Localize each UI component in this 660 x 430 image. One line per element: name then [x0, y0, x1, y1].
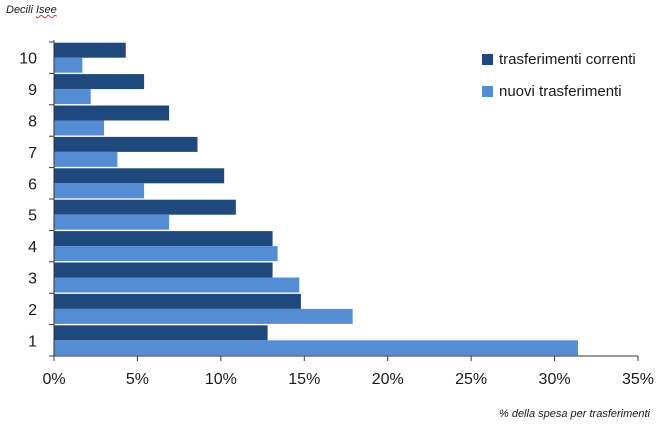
bar-trasferimenti-correnti-decile-1	[54, 325, 268, 341]
bar-nuovi-trasferimenti-decile-9	[54, 89, 91, 105]
legend-swatch-nuovi-trasferimenti	[482, 85, 493, 97]
bar-nuovi-trasferimenti-decile-6	[54, 183, 145, 199]
bar-trasferimenti-correnti-decile-2	[54, 293, 301, 309]
y-tick-label-3: 3	[28, 271, 37, 288]
bar-trasferimenti-correnti-decile-3	[54, 262, 273, 278]
bar-nuovi-trasferimenti-decile-8	[54, 120, 105, 136]
y-axis-title: Decili Isee	[6, 4, 57, 16]
y-tick-label-8: 8	[28, 114, 37, 131]
bar-trasferimenti-correnti-decile-9	[54, 74, 145, 90]
y-tick-label-4: 4	[28, 239, 37, 256]
x-tick-label-10pct: 10%	[205, 371, 237, 388]
x-tick-label-30pct: 30%	[539, 371, 571, 388]
legend-item-nuovi-trasferimenti: nuovi trasferimenti	[482, 80, 636, 102]
x-axis-title: % della spesa per trasferimenti	[498, 408, 650, 420]
bar-trasferimenti-correnti-decile-6	[54, 168, 225, 184]
y-tick-label-10: 10	[19, 51, 37, 68]
y-tick-label-7: 7	[28, 145, 37, 162]
x-tick-label-25pct: 25%	[455, 371, 487, 388]
bar-nuovi-trasferimenti-decile-2	[54, 308, 353, 324]
legend-label-trasferimenti-correnti: trasferimenti correnti	[499, 50, 636, 68]
bar-nuovi-trasferimenti-decile-1	[54, 340, 578, 356]
y-tick-label-5: 5	[28, 208, 37, 225]
x-tick-label-20pct: 20%	[372, 371, 404, 388]
bar-trasferimenti-correnti-decile-7	[54, 136, 198, 152]
legend-item-trasferimenti-correnti: trasferimenti correnti	[482, 48, 636, 70]
legend-label-nuovi-trasferimenti: nuovi trasferimenti	[499, 82, 622, 100]
bar-nuovi-trasferimenti-decile-4	[54, 246, 278, 262]
bar-nuovi-trasferimenti-decile-5	[54, 214, 170, 230]
x-tick-label-5pct: 5%	[126, 371, 149, 388]
y-tick-label-1: 1	[28, 333, 37, 350]
legend: trasferimenti correnti nuovi trasferimen…	[482, 48, 636, 112]
bar-trasferimenti-correnti-decile-8	[54, 105, 170, 121]
bar-nuovi-trasferimenti-decile-3	[54, 277, 300, 293]
y-axis-title-emphasis: Isee	[35, 4, 57, 16]
y-tick-label-2: 2	[28, 302, 37, 319]
y-tick-label-9: 9	[28, 82, 37, 99]
bar-trasferimenti-correnti-decile-5	[54, 199, 236, 215]
bar-nuovi-trasferimenti-decile-10	[54, 57, 83, 73]
x-tick-label-0pct: 0%	[42, 371, 65, 388]
bar-nuovi-trasferimenti-decile-7	[54, 151, 118, 167]
x-tick-label-15pct: 15%	[288, 371, 320, 388]
x-tick-label-35pct: 35%	[622, 371, 654, 388]
y-tick-label-6: 6	[28, 176, 37, 193]
bar-trasferimenti-correnti-decile-4	[54, 231, 273, 247]
y-axis-title-prefix: Decili	[6, 4, 36, 16]
legend-swatch-trasferimenti-correnti	[482, 53, 493, 65]
bar-trasferimenti-correnti-decile-10	[54, 42, 126, 58]
